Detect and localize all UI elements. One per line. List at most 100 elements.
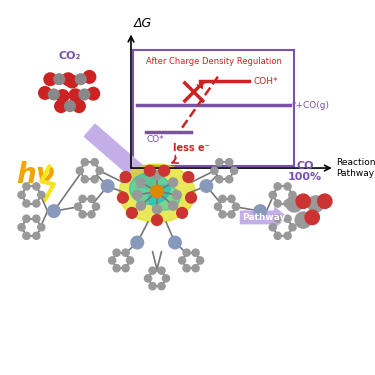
Circle shape — [289, 191, 296, 198]
Circle shape — [169, 178, 178, 187]
Circle shape — [169, 201, 178, 210]
Circle shape — [108, 257, 116, 264]
Ellipse shape — [119, 164, 195, 222]
Circle shape — [44, 73, 57, 86]
Circle shape — [92, 203, 100, 210]
Circle shape — [284, 200, 291, 207]
Circle shape — [178, 257, 186, 264]
Circle shape — [289, 224, 296, 231]
Circle shape — [136, 201, 146, 210]
Circle shape — [177, 207, 188, 218]
Circle shape — [55, 100, 67, 112]
Text: CO
100%: CO 100% — [288, 161, 322, 182]
Circle shape — [183, 265, 190, 272]
Circle shape — [153, 205, 162, 214]
Circle shape — [305, 210, 320, 225]
Circle shape — [219, 211, 226, 218]
Circle shape — [226, 176, 233, 183]
Circle shape — [186, 192, 196, 203]
Text: Reaction
Pathway: Reaction Pathway — [336, 158, 375, 178]
Circle shape — [79, 211, 86, 218]
Circle shape — [64, 101, 75, 111]
Circle shape — [117, 192, 128, 203]
Circle shape — [216, 176, 223, 183]
Ellipse shape — [148, 185, 180, 210]
Circle shape — [33, 200, 40, 207]
Circle shape — [133, 190, 142, 200]
Circle shape — [38, 224, 45, 231]
Circle shape — [79, 89, 90, 100]
Text: ΔG: ΔG — [134, 17, 152, 30]
Circle shape — [101, 180, 114, 192]
Circle shape — [151, 185, 163, 198]
Circle shape — [62, 73, 75, 86]
Circle shape — [149, 267, 156, 274]
Circle shape — [54, 74, 64, 84]
Circle shape — [149, 283, 156, 290]
Circle shape — [196, 257, 204, 264]
Circle shape — [226, 159, 233, 166]
Circle shape — [211, 167, 218, 174]
Circle shape — [192, 249, 199, 256]
Circle shape — [96, 167, 103, 174]
Circle shape — [18, 191, 25, 198]
Circle shape — [23, 232, 30, 239]
Circle shape — [131, 236, 144, 249]
Circle shape — [153, 171, 162, 180]
Circle shape — [192, 265, 199, 272]
Circle shape — [66, 75, 78, 88]
Ellipse shape — [130, 173, 170, 204]
Circle shape — [152, 215, 162, 225]
Circle shape — [48, 205, 60, 218]
Circle shape — [228, 195, 235, 202]
Circle shape — [228, 211, 235, 218]
Circle shape — [136, 178, 146, 187]
Circle shape — [23, 183, 30, 190]
Circle shape — [183, 172, 194, 182]
Circle shape — [274, 232, 281, 239]
Circle shape — [286, 196, 302, 212]
Circle shape — [232, 203, 240, 210]
Circle shape — [219, 195, 226, 202]
FancyArrow shape — [84, 124, 157, 189]
Text: *+CO(g): *+CO(g) — [292, 101, 330, 110]
Circle shape — [56, 90, 69, 102]
Text: COH*: COH* — [253, 76, 278, 86]
Circle shape — [33, 215, 40, 222]
Circle shape — [33, 183, 40, 190]
Circle shape — [76, 167, 83, 174]
Circle shape — [274, 215, 281, 222]
Circle shape — [254, 205, 267, 218]
Circle shape — [158, 267, 165, 274]
Circle shape — [126, 207, 137, 218]
Circle shape — [274, 200, 281, 207]
Circle shape — [308, 196, 324, 212]
Circle shape — [274, 183, 281, 190]
Circle shape — [23, 200, 30, 207]
Circle shape — [18, 224, 25, 231]
Circle shape — [39, 87, 51, 99]
Circle shape — [172, 190, 181, 200]
Circle shape — [214, 203, 222, 210]
Text: CO₂: CO₂ — [59, 51, 81, 61]
Circle shape — [81, 159, 88, 166]
Circle shape — [269, 224, 276, 231]
Circle shape — [284, 232, 291, 239]
Circle shape — [23, 215, 30, 222]
Text: hν: hν — [16, 161, 55, 189]
Circle shape — [126, 257, 134, 264]
Circle shape — [83, 70, 96, 83]
Text: Pathway: Pathway — [242, 213, 285, 222]
Circle shape — [122, 265, 129, 272]
Circle shape — [88, 211, 95, 218]
Circle shape — [159, 165, 170, 176]
Circle shape — [122, 249, 129, 256]
Circle shape — [144, 275, 152, 282]
Circle shape — [113, 249, 120, 256]
Circle shape — [183, 249, 190, 256]
Circle shape — [75, 203, 82, 210]
Circle shape — [48, 89, 59, 100]
Circle shape — [69, 89, 82, 102]
Circle shape — [284, 215, 291, 222]
Circle shape — [296, 194, 310, 208]
